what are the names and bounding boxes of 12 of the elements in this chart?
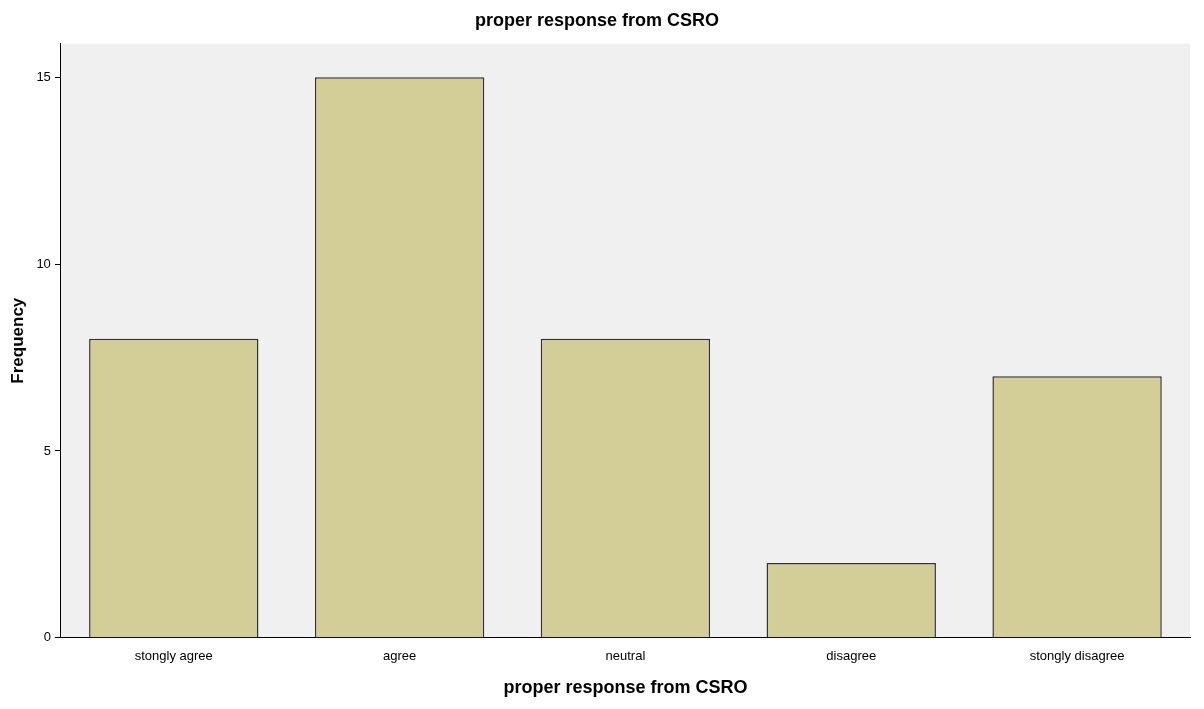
y-tick-label: 5 bbox=[43, 442, 51, 458]
chart-title: proper response from CSRO bbox=[474, 9, 720, 30]
y-tick-label: 15 bbox=[36, 68, 51, 84]
x-tick-label: disagree bbox=[826, 648, 877, 664]
x-tick-label: agree bbox=[382, 648, 417, 664]
x-tick-label: stongly agree bbox=[134, 648, 213, 664]
y-tick-label: 0 bbox=[43, 629, 51, 645]
x-axis-title: proper response from CSRO bbox=[503, 677, 748, 698]
x-tick-label: stongly disagree bbox=[1029, 648, 1125, 664]
y-tick-label: 10 bbox=[36, 255, 51, 271]
x-tick-label: neutral bbox=[605, 648, 646, 664]
y-axis-title: Frequency bbox=[7, 297, 27, 384]
